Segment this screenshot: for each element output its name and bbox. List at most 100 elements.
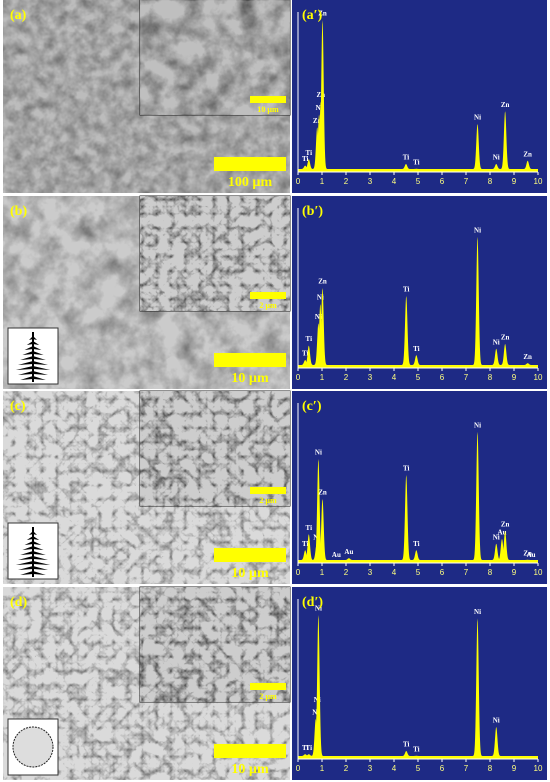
inset-scale-bar xyxy=(250,292,286,299)
peak-label: Ti xyxy=(306,335,313,343)
peak xyxy=(500,111,510,172)
peak xyxy=(401,475,412,563)
chart-label: (d′) xyxy=(302,595,323,610)
x-tick-label: 8 xyxy=(488,568,493,577)
peak-label: Ti xyxy=(302,744,309,752)
peak xyxy=(472,618,483,759)
peak xyxy=(304,534,314,563)
x-tick-label: 6 xyxy=(440,177,445,186)
fern-leaf xyxy=(22,546,44,550)
x-tick-label: 4 xyxy=(392,373,397,382)
particle-icon xyxy=(12,726,54,768)
x-tick-label: 7 xyxy=(464,177,469,186)
x-tick-label: 2 xyxy=(344,373,349,382)
x-tick-label: 7 xyxy=(464,764,469,773)
peak-label: Ti xyxy=(413,540,420,548)
x-tick-label: 0 xyxy=(296,568,301,577)
inset-scale-label: 10 µm xyxy=(257,105,279,114)
peak-label: Au xyxy=(527,551,536,559)
peak xyxy=(411,755,422,759)
inset-scale-bar xyxy=(250,683,286,690)
peak-label: Ti xyxy=(302,540,309,548)
x-tick-label: 3 xyxy=(368,764,373,773)
peak xyxy=(491,348,502,368)
peak xyxy=(331,560,342,563)
x-tick-label: 3 xyxy=(368,373,373,382)
peak-label: Ni xyxy=(474,608,481,616)
peak xyxy=(401,296,412,368)
peak-label: Ti xyxy=(306,524,313,532)
x-tick-label: 6 xyxy=(440,764,445,773)
peak xyxy=(313,323,324,368)
x-tick-label: 2 xyxy=(344,177,349,186)
peak xyxy=(312,127,322,172)
fern-leaf xyxy=(18,361,48,365)
peak xyxy=(304,345,314,368)
chart-background xyxy=(292,391,547,584)
fern-leaf xyxy=(22,351,44,355)
peak-label: Ti xyxy=(413,158,420,166)
peak-label: Zn xyxy=(318,10,327,18)
inset-scale-bar xyxy=(250,487,286,494)
inset-scale-label: 2 µm xyxy=(259,301,277,310)
peak xyxy=(317,288,328,368)
x-tick-label: 5 xyxy=(416,373,421,382)
scale-bar xyxy=(214,548,286,562)
x-tick-label: 9 xyxy=(512,568,517,577)
peak-label: Ni xyxy=(316,104,323,112)
fern-leaf xyxy=(24,541,42,545)
fern-leaf xyxy=(29,531,37,535)
x-tick-label: 8 xyxy=(488,764,493,773)
chart-background xyxy=(292,196,547,389)
peak-label: Ti xyxy=(413,345,420,353)
peak-label: Ni xyxy=(493,533,500,541)
peak-label: Au xyxy=(332,551,341,559)
peak-label: Ni xyxy=(493,338,500,346)
peak-label: Ti xyxy=(403,286,410,294)
fern-leaf xyxy=(24,346,42,350)
fern-leaf xyxy=(18,371,48,375)
peak-label: Zn xyxy=(317,91,326,99)
peak xyxy=(313,615,324,759)
peak-label: Zn xyxy=(501,101,510,109)
peak-label: Ti xyxy=(302,350,309,358)
peak-label: Ni xyxy=(474,421,481,429)
x-tick-label: 1 xyxy=(320,177,325,186)
peak-label: Au xyxy=(344,548,353,556)
peak-label: Ni xyxy=(312,709,319,717)
x-tick-label: 0 xyxy=(296,177,301,186)
peak xyxy=(401,751,412,759)
peak-label: Ti xyxy=(403,154,410,162)
x-tick-label: 3 xyxy=(368,568,373,577)
x-tick-label: 4 xyxy=(392,177,397,186)
chart-background xyxy=(292,587,547,780)
x-tick-label: 6 xyxy=(440,568,445,577)
fern-icon xyxy=(15,332,51,382)
x-tick-label: 2 xyxy=(344,764,349,773)
peak xyxy=(411,550,422,563)
x-tick-label: 1 xyxy=(320,568,325,577)
inset-texture xyxy=(140,391,290,506)
panel-label: (a) xyxy=(10,8,27,23)
x-tick-label: 3 xyxy=(368,177,373,186)
scale-label: 100 µm xyxy=(228,175,273,190)
fern-leaf xyxy=(20,551,46,555)
peak xyxy=(313,459,324,563)
x-tick-label: 4 xyxy=(392,568,397,577)
peak xyxy=(314,114,324,172)
peak-label: Ni xyxy=(493,717,500,725)
peak-label: Zn xyxy=(313,117,322,125)
peak xyxy=(491,727,502,759)
peak xyxy=(491,164,502,172)
peak-label: Ti xyxy=(403,465,410,473)
peak-label: Ni xyxy=(315,605,322,613)
peak xyxy=(472,124,483,172)
x-tick-label: 5 xyxy=(416,764,421,773)
x-tick-label: 1 xyxy=(320,373,325,382)
peak-label: Zn xyxy=(523,549,532,557)
peak xyxy=(472,431,483,563)
fern-leaf xyxy=(26,536,40,540)
scale-label: 10 µm xyxy=(231,371,269,386)
x-tick-label: 9 xyxy=(512,177,517,186)
panel-label: (d) xyxy=(10,595,27,610)
